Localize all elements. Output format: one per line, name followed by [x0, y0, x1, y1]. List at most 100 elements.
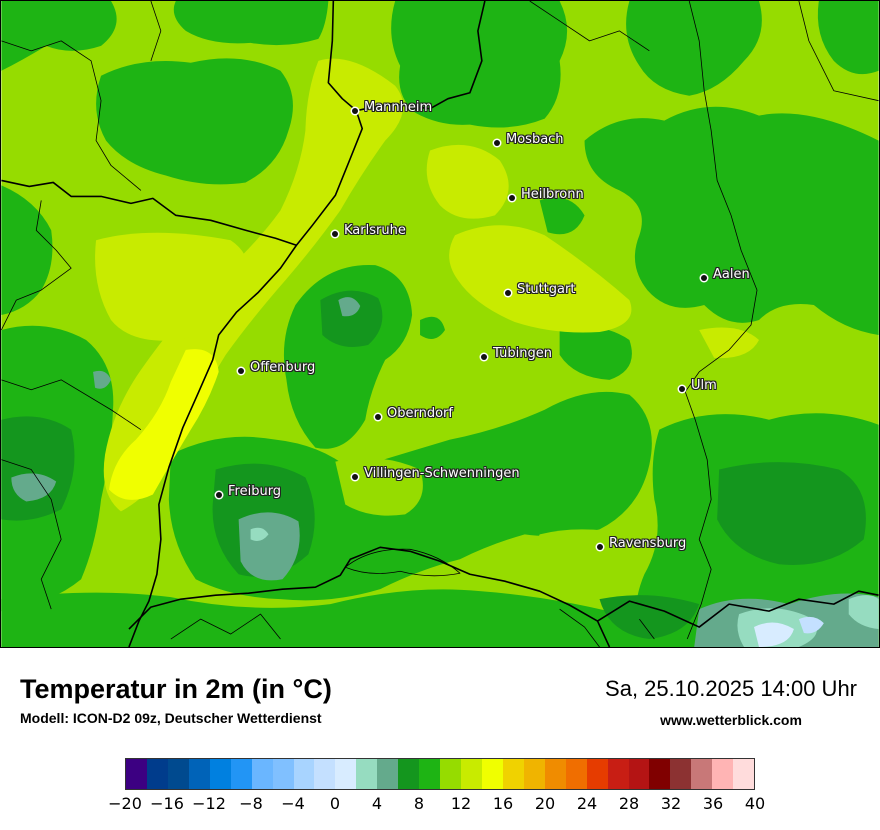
- colorbar-swatch: [293, 759, 315, 789]
- district-border: [1, 459, 62, 610]
- colorbar-tick-label: 12: [450, 794, 472, 813]
- colorbar-swatch: [230, 759, 252, 789]
- temp-zone-0-2: [754, 622, 794, 647]
- colorbar-swatch: [523, 759, 545, 789]
- city-marker: [509, 195, 515, 201]
- city-label: Mannheim: [364, 100, 433, 115]
- temp-zone-6-8: [599, 595, 700, 640]
- district-border: [688, 1, 705, 91]
- colorbar-tick-label: 28: [618, 794, 640, 813]
- colorbar-swatch: [544, 759, 566, 789]
- colorbar-swatch: [188, 759, 210, 789]
- district-border: [150, 1, 162, 61]
- city-label: Freiburg: [228, 484, 282, 499]
- city-marker: [679, 386, 685, 392]
- colorbar-swatch: [419, 759, 441, 789]
- district-border: [170, 613, 281, 640]
- city-label: Villingen-Schwenningen: [364, 466, 520, 481]
- border-switzerland: [128, 546, 611, 647]
- colorbar-swatch: [691, 759, 713, 789]
- temp-zone-2-4: [848, 595, 879, 630]
- temp-zone-4-6: [93, 370, 112, 389]
- temp-zone-8-10: [173, 1, 329, 46]
- city-marker: [352, 108, 358, 114]
- temp-zones-below-2: [754, 616, 824, 647]
- temp-zone-8-10: [559, 326, 632, 380]
- country-borders: [1, 1, 879, 647]
- temp-zone-4-6: [11, 473, 57, 502]
- website-link[interactable]: www.wetterblick.com: [660, 712, 802, 728]
- border-france-north: [1, 179, 297, 247]
- colorbar-swatch: [272, 759, 294, 789]
- city-label: Ulm: [691, 378, 717, 393]
- colorbar-swatch: [126, 759, 147, 789]
- temp-zone-12-14: [699, 327, 760, 359]
- temp-zone-12-14: [426, 144, 509, 219]
- colorbar-swatch: [607, 759, 629, 789]
- city-label: Stuttgart: [517, 282, 576, 297]
- colorbar-tick-label: −20: [108, 794, 142, 813]
- city-marker: [352, 474, 358, 480]
- district-border: [1, 379, 142, 431]
- colorbar-swatch: [356, 759, 378, 789]
- city-marker: [505, 290, 511, 296]
- colorbar-swatch: [733, 759, 755, 789]
- city-label: Ravensburg: [609, 536, 687, 551]
- temp-zone-6-8: [717, 462, 866, 565]
- time-and-source: Sa, 25.10.2025 14:00 Uhr www.wetterblick…: [605, 675, 857, 729]
- colorbar-swatch: [314, 759, 336, 789]
- colorbar-tick-label: 16: [492, 794, 514, 813]
- colorbar-swatch: [670, 759, 692, 789]
- city-marker: [701, 275, 707, 281]
- colorbar-tick-label: −16: [150, 794, 184, 813]
- district-border: [559, 608, 600, 647]
- colorbar-tick-label: −12: [192, 794, 226, 813]
- colorbar-swatch: [461, 759, 482, 789]
- city-marker: [494, 140, 500, 146]
- state-border-bavaria: [684, 90, 758, 640]
- city-marker: [332, 231, 338, 237]
- city-marker: [597, 544, 603, 550]
- map-title: Temperatur in 2m (in °C): [20, 674, 332, 704]
- colorbar-tick-label: 32: [660, 794, 682, 813]
- temp-zone-2-4: [250, 527, 269, 541]
- city-label: Aalen: [713, 267, 750, 282]
- colorbar-tick-label: −4: [281, 794, 305, 813]
- colorbar-swatch: [628, 759, 650, 789]
- border-hesse: [356, 1, 486, 112]
- colorbar-tick-label: 0: [329, 794, 341, 813]
- temp-zone-8-10: [1, 185, 53, 316]
- city-marker: [481, 354, 487, 360]
- temp-zone-8-10: [420, 316, 445, 339]
- colorbar-swatch: [481, 759, 503, 789]
- city-marker: [238, 368, 244, 374]
- city-label: Offenburg: [250, 360, 316, 375]
- district-border: [798, 1, 879, 102]
- valid-time: Sa, 25.10.2025 14:00 Uhr: [605, 676, 857, 701]
- colorbar-tick-label: 24: [576, 794, 598, 813]
- temp-zone-8-10: [96, 58, 293, 185]
- district-border: [639, 618, 655, 640]
- temp-zone-10-12: [140, 16, 176, 46]
- colorbar-swatch: [586, 759, 608, 789]
- temp-zone-14-16: [109, 349, 219, 500]
- temp-zone-12-14: [449, 225, 632, 333]
- colorbar-swatch: [209, 759, 231, 789]
- city-label: Heilbronn: [521, 187, 584, 202]
- city-marker: [216, 492, 222, 498]
- colorbar-swatch: [167, 759, 189, 789]
- colorbar-swatch: [398, 759, 420, 789]
- colorbar-tick-label: 8: [413, 794, 425, 813]
- temp-zones-10-12-pockets: [140, 16, 638, 584]
- weather-map: Mannheim Mosbach Heilbronn Karlsruhe Aal…: [0, 0, 880, 648]
- city-marker: [375, 414, 381, 420]
- temp-zone-8-10: [817, 1, 879, 75]
- colorbar-swatch: [712, 759, 734, 789]
- city-label: Oberndorf: [387, 406, 453, 421]
- colorbar-swatch: [565, 759, 587, 789]
- temp-zone-8-10: [584, 106, 879, 335]
- city-label: Tübingen: [493, 346, 552, 361]
- colorbar-swatch: [251, 759, 273, 789]
- temp-zones-14-16: [109, 349, 219, 500]
- lake-constance-shore: [344, 548, 461, 577]
